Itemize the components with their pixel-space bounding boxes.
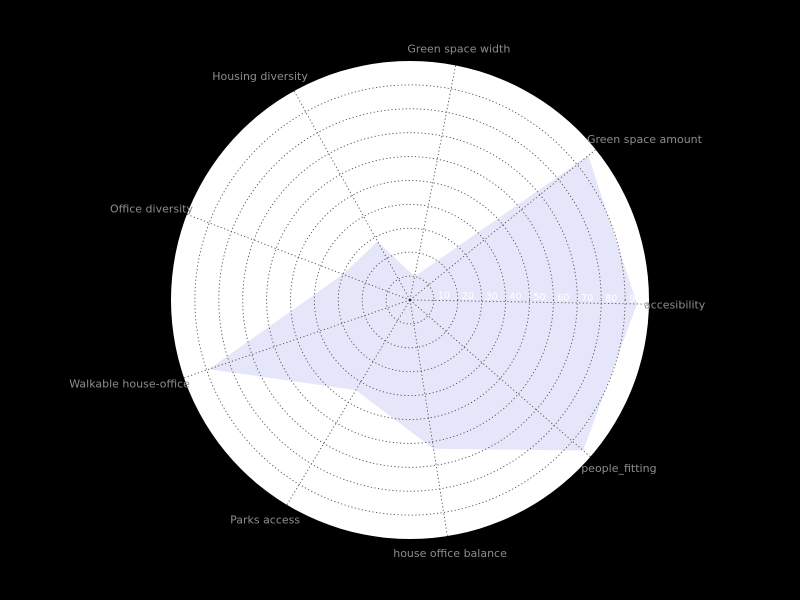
axis-spoke [409,299,649,305]
grid-ring [337,227,483,373]
grid-ring [266,156,554,444]
axis-spoke [183,299,411,379]
axis-spoke [186,213,411,301]
axis-label: accesibility [644,298,706,311]
axis-spoke [286,299,411,506]
grid-ring [313,203,507,397]
tick-label: 80 [605,293,617,304]
tick-label: 50 [533,292,545,303]
axis-label: Parks access [230,513,300,526]
grid-ring [194,84,626,516]
axis-label: Green space width [407,43,510,56]
grid-ring [242,132,578,468]
radial-tick-labels: 10 20 30 40 50 60 70 80 90 [438,290,641,304]
tick-label: 90 [629,294,641,305]
axis-spoke [409,65,457,301]
tick-label: 40 [510,292,522,303]
axis-labels: accesibility Green space amount Green spac… [69,43,706,560]
grid-rings [194,84,626,516]
axis-label: house office balance [393,547,507,560]
tick-label: 30 [486,291,498,302]
tick-label: 20 [462,291,474,302]
axis-spoke [293,90,411,301]
grid-ring [218,108,602,492]
center-point [408,298,412,302]
series-area [208,155,638,451]
grid-ring [361,251,459,349]
axis-spokes [183,65,649,537]
tick-label: 10 [438,290,450,301]
axis-label: Walkable house-office [69,377,190,390]
tick-label: 70 [581,293,593,304]
axis-spoke [409,149,597,301]
tick-label: 60 [557,293,569,304]
axis-label: people_fitting [581,462,656,475]
grid-ring [385,275,435,325]
axis-label: Green space amount [587,133,703,146]
axis-label: Housing diversity [212,70,308,83]
axis-spoke [409,299,448,537]
axis-label: Office diversity [110,202,194,215]
grid-ring [290,180,530,420]
axis-spoke [409,299,591,458]
